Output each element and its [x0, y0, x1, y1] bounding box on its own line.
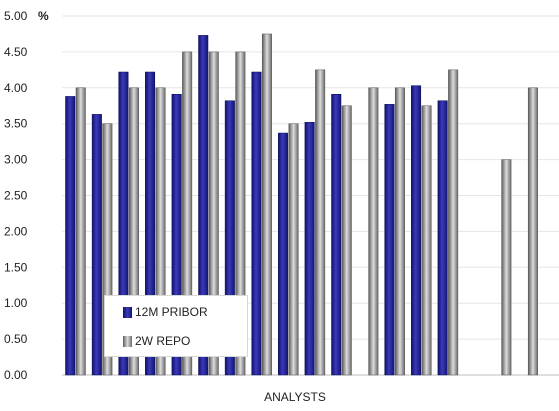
- y-axis-ticks: 0.00 0.50 1.00 1.50 2.00 2.50 3.00 3.50 4.00 4.50…: [4, 9, 28, 382]
- y-tick-label: 5.00: [4, 9, 28, 23]
- bar-12m-pribor: [251, 71, 262, 376]
- bar-2w-repo: [235, 51, 246, 376]
- bar-2w-repo: [208, 51, 219, 376]
- bar-12m-pribor: [91, 114, 102, 376]
- bar-2w-repo: [448, 69, 459, 376]
- bar-2w-repo: [421, 105, 432, 376]
- bar-2w-repo: [527, 87, 538, 376]
- bar-12m-pribor: [304, 122, 315, 376]
- bar-12m-pribor: [118, 71, 129, 376]
- bar-2w-repo: [155, 87, 166, 376]
- legend-item-12m-pribor: 12M PRIBOR: [123, 304, 208, 320]
- y-tick-label: 3.00: [4, 153, 28, 167]
- bar-2w-repo: [128, 87, 139, 376]
- bar-2w-repo: [75, 87, 86, 376]
- x-axis-label: ANALYSTS: [264, 390, 326, 404]
- bar-12m-pribor: [171, 94, 182, 376]
- bar-2w-repo: [341, 105, 352, 376]
- y-tick-label: 1.50: [4, 260, 28, 274]
- legend-swatch-gray: [123, 335, 132, 347]
- bar-12m-pribor: [437, 100, 448, 376]
- y-tick-label: 4.50: [4, 45, 28, 59]
- bars: [65, 33, 538, 376]
- bar-12m-pribor: [278, 132, 289, 376]
- legend-item-2w-repo: 2W REPO: [123, 333, 190, 349]
- bar-2w-repo: [102, 123, 113, 376]
- bar-2w-repo: [394, 87, 405, 376]
- y-tick-label: 2.50: [4, 189, 28, 203]
- y-tick-label: 0.00: [4, 368, 28, 382]
- y-tick-label: 0.50: [4, 332, 28, 346]
- legend-label: 12M PRIBOR: [135, 305, 208, 319]
- legend-swatch-blue: [123, 306, 132, 318]
- bar-2w-repo: [501, 159, 512, 376]
- y-axis-unit: %: [38, 9, 49, 23]
- bar-12m-pribor: [384, 104, 395, 376]
- bar-12m-pribor: [224, 100, 235, 376]
- y-tick-label: 1.00: [4, 296, 28, 310]
- bar-2w-repo: [315, 69, 326, 376]
- bar-12m-pribor: [198, 35, 209, 376]
- bar-12m-pribor: [331, 94, 342, 376]
- y-tick-label: 3.50: [4, 117, 28, 131]
- bar-2w-repo: [288, 123, 299, 376]
- bar-2w-repo: [368, 87, 379, 376]
- bar-2w-repo: [261, 33, 272, 376]
- bar-12m-pribor: [65, 96, 76, 376]
- legend-label: 2W REPO: [135, 334, 191, 348]
- bar-12m-pribor: [145, 71, 156, 376]
- y-tick-label: 4.00: [4, 81, 28, 95]
- bar-12m-pribor: [411, 85, 422, 376]
- legend: 12M PRIBOR 2W REPO: [104, 295, 248, 357]
- y-tick-label: 2.00: [4, 224, 28, 238]
- bar-2w-repo: [182, 51, 193, 376]
